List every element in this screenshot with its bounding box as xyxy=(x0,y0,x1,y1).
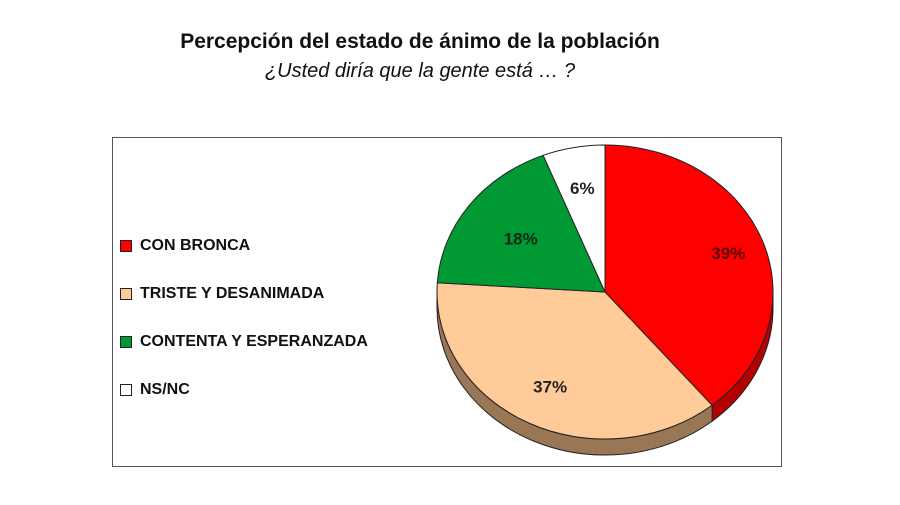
legend-swatch xyxy=(120,384,132,396)
pie-slice xyxy=(542,144,606,293)
chart-subtitle: ¿Usted diría que la gente está … ? xyxy=(264,60,576,82)
pie-slice xyxy=(604,144,774,406)
legend: CON BRONCA TRISTE Y DESANIMADA CONTENTA … xyxy=(120,234,368,426)
legend-item: NS/NC xyxy=(120,378,368,402)
pie-slice xyxy=(436,154,606,293)
legend-swatch xyxy=(120,240,132,252)
legend-label: CON BRONCA xyxy=(140,237,251,254)
legend-label: TRISTE Y DESANIMADA xyxy=(140,285,325,302)
legend-swatch xyxy=(120,336,132,348)
legend-item: TRISTE Y DESANIMADA xyxy=(120,282,368,306)
data-label: 37% xyxy=(533,377,567,396)
data-label: 39% xyxy=(711,244,745,263)
legend-item: CON BRONCA xyxy=(120,234,368,258)
data-label: 18% xyxy=(504,229,538,248)
pie-slice xyxy=(436,282,713,440)
data-label: 6% xyxy=(570,179,595,198)
chart-frame xyxy=(112,137,782,467)
chart-title: Percepción del estado de ánimo de la pob… xyxy=(180,30,660,53)
legend-swatch xyxy=(120,288,132,300)
legend-label: NS/NC xyxy=(140,381,190,398)
legend-item: CONTENTA Y ESPERANZADA xyxy=(120,330,368,354)
legend-label: CONTENTA Y ESPERANZADA xyxy=(140,333,368,350)
